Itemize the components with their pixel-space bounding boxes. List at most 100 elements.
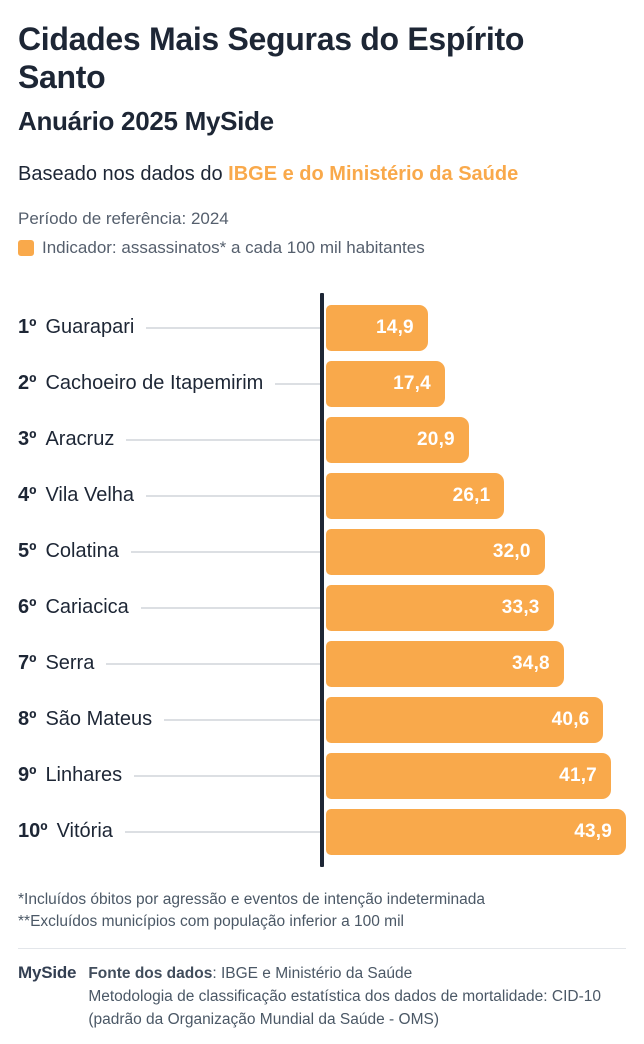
methodology-line-2: (padrão da Organização Mundial da Saúde … xyxy=(88,1011,439,1029)
bar-value-label: 33,3 xyxy=(501,596,540,618)
bar: 17,4 xyxy=(326,360,445,407)
chart-row: 8º São Mateus 40,6 xyxy=(18,692,626,748)
bar: 26,1 xyxy=(326,472,505,519)
chart-row: 3º Aracruz 20,9 xyxy=(18,412,626,468)
city-label: São Mateus xyxy=(45,708,153,731)
page-title: Cidades Mais Seguras do Espírito Santo xyxy=(18,21,525,96)
chart-row: 1º Guarapari 14,9 xyxy=(18,300,626,356)
footer: MySide Fonte dos dados: IBGE e Ministéri… xyxy=(18,962,626,1032)
footnote-2: **Excluídos municípios com população inf… xyxy=(18,912,404,930)
bar-value-label: 20,9 xyxy=(417,428,455,450)
row-label: 10º Vitória xyxy=(18,820,320,843)
city-label: Colatina xyxy=(45,540,119,563)
leader-line xyxy=(164,718,320,721)
leader-line xyxy=(146,326,320,329)
rank-label: 3º xyxy=(18,428,37,451)
bar-value-label: 40,6 xyxy=(551,708,590,730)
source-value: : IBGE e Ministério da Saúde xyxy=(212,964,413,982)
footnotes: *Incluídos óbitos por agressão e eventos… xyxy=(18,889,626,933)
source-label: Fonte dos dados xyxy=(88,964,213,982)
data-source-highlight: IBGE e do Ministério da Saúde xyxy=(228,162,519,185)
row-label: 4º Vila Velha xyxy=(18,484,320,507)
rank-label: 10º xyxy=(18,820,48,843)
bar-chart: 1º Guarapari 14,9 2º Cachoeiro de Itapem… xyxy=(18,292,626,867)
bar-zone: 26,1 xyxy=(320,472,626,519)
chart-row: 2º Cachoeiro de Itapemirim 17,4 xyxy=(18,356,626,412)
bar: 33,3 xyxy=(326,584,554,631)
row-label: 6º Cariacica xyxy=(18,596,320,619)
bar: 43,9 xyxy=(326,808,626,855)
row-label: 1º Guarapari xyxy=(18,316,320,339)
row-label: 8º São Mateus xyxy=(18,708,320,731)
bar-value-label: 17,4 xyxy=(393,372,431,394)
city-label: Vitória xyxy=(56,820,113,843)
chart-row: 6º Cariacica 33,3 xyxy=(18,580,626,636)
chart-row: 5º Colatina 32,0 xyxy=(18,524,626,580)
bar-zone: 32,0 xyxy=(320,528,626,575)
rank-label: 9º xyxy=(18,764,37,787)
leader-line xyxy=(146,494,320,497)
bar-value-label: 32,0 xyxy=(492,540,531,562)
row-label: 9º Linhares xyxy=(18,764,320,787)
leader-line xyxy=(124,830,320,833)
leader-line xyxy=(130,550,320,553)
methodology-line-1: Metodologia de classificação estatística… xyxy=(88,988,601,1006)
bar-zone: 14,9 xyxy=(320,304,626,351)
row-label: 2º Cachoeiro de Itapemirim xyxy=(18,372,320,395)
bar-zone: 41,7 xyxy=(320,752,626,799)
source-line: Fonte dos dados: IBGE e Ministério da Sa… xyxy=(88,962,601,985)
footer-text: Fonte dos dados: IBGE e Ministério da Sa… xyxy=(88,962,601,1032)
chart-row: 10º Vitória 43,9 xyxy=(18,804,626,860)
bar-value-label: 43,9 xyxy=(574,820,612,842)
row-label: 3º Aracruz xyxy=(18,428,320,451)
city-label: Aracruz xyxy=(45,428,115,451)
rank-label: 2º xyxy=(18,372,37,395)
bar: 40,6 xyxy=(326,696,604,743)
bar: 41,7 xyxy=(326,752,611,799)
bar-zone: 33,3 xyxy=(320,584,626,631)
bar-value-label: 14,9 xyxy=(376,316,414,338)
leader-line xyxy=(275,382,320,385)
city-label: Guarapari xyxy=(45,316,135,339)
leader-line xyxy=(134,774,320,777)
bar-value-label: 26,1 xyxy=(452,484,491,506)
myside-logo: MySide xyxy=(18,962,77,982)
city-label: Linhares xyxy=(45,764,123,787)
bar-zone: 34,8 xyxy=(320,640,626,687)
chart-row: 9º Linhares 41,7 xyxy=(18,748,626,804)
bar: 32,0 xyxy=(326,528,545,575)
legend-label: Indicador: assassinatos* a cada 100 mil … xyxy=(42,237,425,257)
chart-row: 7º Serra 34,8 xyxy=(18,636,626,692)
rank-label: 1º xyxy=(18,316,37,339)
footnote-1: *Incluídos óbitos por agressão e eventos… xyxy=(18,890,486,908)
bar-value-label: 34,8 xyxy=(512,652,550,674)
rank-label: 4º xyxy=(18,484,37,507)
bar-zone: 40,6 xyxy=(320,696,626,743)
city-label: Cachoeiro de Itapemirim xyxy=(45,372,264,395)
reference-period: Período de referência: 2024 xyxy=(18,208,229,228)
data-source-prefix: Baseado nos dados do xyxy=(18,162,229,185)
rank-label: 5º xyxy=(18,540,37,563)
bar-zone: 20,9 xyxy=(320,416,626,463)
bar-zone: 17,4 xyxy=(320,360,626,407)
rank-label: 8º xyxy=(18,708,37,731)
chart-row: 4º Vila Velha 26,1 xyxy=(18,468,626,524)
leader-line xyxy=(140,606,320,609)
bar-zone: 43,9 xyxy=(320,808,626,855)
chart-rows: 1º Guarapari 14,9 2º Cachoeiro de Itapem… xyxy=(18,300,626,860)
chart-axis-line xyxy=(320,292,324,867)
row-label: 7º Serra xyxy=(18,652,320,675)
infographic: Cidades Mais Seguras do Espírito Santo A… xyxy=(0,20,644,1032)
row-label: 5º Colatina xyxy=(18,540,320,563)
bar-value-label: 41,7 xyxy=(559,764,597,786)
bar: 14,9 xyxy=(326,304,428,351)
rank-label: 7º xyxy=(18,652,37,675)
legend-swatch-icon xyxy=(18,239,34,256)
page-subtitle: Anuário 2025 MySide xyxy=(18,105,274,136)
bar: 34,8 xyxy=(326,640,564,687)
bar: 20,9 xyxy=(326,416,469,463)
city-label: Cariacica xyxy=(45,596,129,619)
leader-line xyxy=(126,438,320,441)
footer-divider xyxy=(18,947,626,949)
legend: Indicador: assassinatos* a cada 100 mil … xyxy=(18,238,626,258)
